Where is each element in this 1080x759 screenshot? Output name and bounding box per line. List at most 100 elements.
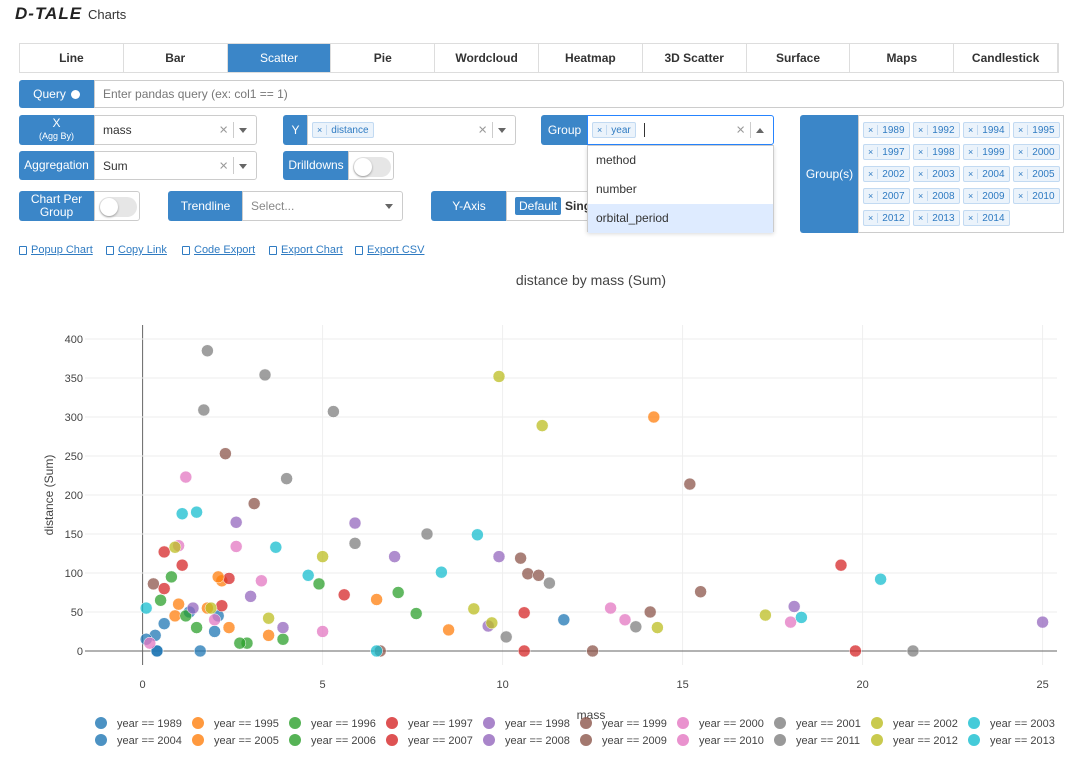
tab-bar: Line Bar Scatter Pie Wordcloud Heatmap 3D Scat… <box>19 43 1059 73</box>
tag-remove[interactable]: × <box>868 169 879 179</box>
tag-remove[interactable]: × <box>1018 191 1029 201</box>
tag: × 1995 <box>1013 122 1060 138</box>
point <box>517 644 531 658</box>
tab[interactable]: Line <box>20 44 124 72</box>
tag-text: year <box>611 124 631 136</box>
legend-label: year == 2013 <box>990 735 1055 747</box>
legend-label: year == 1997 <box>408 718 473 730</box>
tag-remove[interactable]: × <box>597 125 608 135</box>
link-text[interactable]: Export Chart <box>281 244 343 256</box>
point <box>147 577 160 591</box>
link[interactable]: Popup Chart <box>19 244 93 256</box>
point <box>849 644 862 658</box>
link-icon <box>355 245 363 255</box>
y-tick-label: 400 <box>65 334 83 346</box>
legend-label: year == 2010 <box>699 735 764 747</box>
tag-remove[interactable]: × <box>1018 169 1029 179</box>
point <box>157 545 171 559</box>
caret[interactable] <box>756 128 764 133</box>
tag-remove[interactable]: × <box>968 147 979 157</box>
legend-label: year == 2005 <box>214 735 279 747</box>
tag-remove[interactable]: × <box>868 213 879 223</box>
tab[interactable]: 3D Scatter <box>643 44 747 72</box>
tab[interactable]: Maps <box>850 44 955 72</box>
y-axis-toggle[interactable]: Default Single <box>506 191 601 221</box>
tag-remove[interactable]: × <box>918 169 929 179</box>
tag-remove[interactable]: × <box>317 125 328 135</box>
tag-remove[interactable]: × <box>868 191 879 201</box>
tab[interactable]: Candlestick <box>954 44 1058 72</box>
groups-select[interactable]: × 1989 × 1992 × 1994 × 1995 × 1997 × 1998 × 1999 × 2000… <box>858 115 1064 233</box>
tag-remove[interactable]: × <box>918 213 929 223</box>
option-active[interactable]: Default <box>515 197 562 215</box>
legend-marker <box>774 717 786 729</box>
tag-text: 2002 <box>882 168 905 180</box>
tab[interactable]: Heatmap <box>539 44 643 72</box>
tab[interactable]: Surface <box>747 44 851 72</box>
legend-marker <box>871 734 883 746</box>
point <box>186 601 200 615</box>
point <box>219 447 232 460</box>
clear-icon[interactable]: × <box>219 121 228 139</box>
y-tick-label: 300 <box>65 412 83 424</box>
caret[interactable] <box>385 204 393 209</box>
dropdown-option[interactable]: number <box>596 182 637 196</box>
y-select[interactable]: × distance × <box>307 115 516 145</box>
clear-icon[interactable]: × <box>736 121 745 139</box>
tag-remove[interactable]: × <box>968 213 979 223</box>
point <box>175 558 189 572</box>
tag-remove[interactable]: × <box>968 125 979 135</box>
tab[interactable]: Pie <box>331 44 436 72</box>
tag-text: 1998 <box>932 146 955 158</box>
trendline-select[interactable]: Select... <box>242 191 403 221</box>
tab[interactable]: Bar <box>124 44 228 72</box>
tag-remove[interactable]: × <box>1018 147 1029 157</box>
legend-marker <box>677 717 689 729</box>
point <box>179 609 193 623</box>
y-axis-label: distance (Sum) <box>42 455 56 536</box>
caret[interactable] <box>239 128 247 133</box>
x-select[interactable]: mass × <box>94 115 257 145</box>
tag-remove[interactable]: × <box>918 147 929 157</box>
clear-icon[interactable]: × <box>219 157 228 174</box>
y-tick-label: 200 <box>65 490 83 502</box>
clear-icon[interactable]: × <box>478 121 487 139</box>
tag-remove[interactable]: × <box>968 191 979 201</box>
tag-remove[interactable]: × <box>1018 125 1029 135</box>
tab[interactable]: Scatter <box>227 44 332 72</box>
link-text[interactable]: Copy Link <box>118 244 167 256</box>
link-text[interactable]: Export CSV <box>367 244 425 256</box>
aggregation-select[interactable]: Sum × <box>94 151 257 180</box>
query-input[interactable]: Enter pandas query (ex: col1 == 1) <box>94 80 1064 108</box>
point <box>388 550 401 563</box>
legend-marker <box>968 717 980 729</box>
tag-remove[interactable]: × <box>918 191 929 201</box>
link[interactable]: Code Export <box>182 244 255 256</box>
link[interactable]: Copy Link <box>106 244 167 256</box>
caret[interactable] <box>239 163 247 169</box>
group-select[interactable]: × year × <box>587 115 774 145</box>
label: Chart Per Group <box>30 192 83 219</box>
caret[interactable] <box>498 128 506 133</box>
tag-remove[interactable]: × <box>968 169 979 179</box>
label: Group(s) <box>805 166 854 181</box>
link[interactable]: Export Chart <box>269 244 343 256</box>
point <box>643 605 657 619</box>
tag: × 1992 <box>913 122 960 138</box>
tag-remove[interactable]: × <box>868 147 879 157</box>
tag-remove[interactable]: × <box>868 125 879 135</box>
point <box>208 613 221 627</box>
drilldowns-label: Drilldowns <box>283 151 349 180</box>
tag-remove[interactable]: × <box>918 125 929 135</box>
tag-text: 1995 <box>1032 124 1055 136</box>
dropdown-option[interactable]: method <box>596 153 637 167</box>
tab[interactable]: Wordcloud <box>435 44 539 72</box>
legend-label: year == 2006 <box>311 735 376 747</box>
link-text[interactable]: Code Export <box>194 244 256 256</box>
drilldowns-toggle[interactable] <box>348 151 394 180</box>
link[interactable]: Export CSV <box>355 244 424 256</box>
chart-per-group-toggle[interactable] <box>94 191 140 221</box>
dropdown-option[interactable]: orbital_period <box>588 204 773 233</box>
link-text[interactable]: Popup Chart <box>31 244 93 256</box>
